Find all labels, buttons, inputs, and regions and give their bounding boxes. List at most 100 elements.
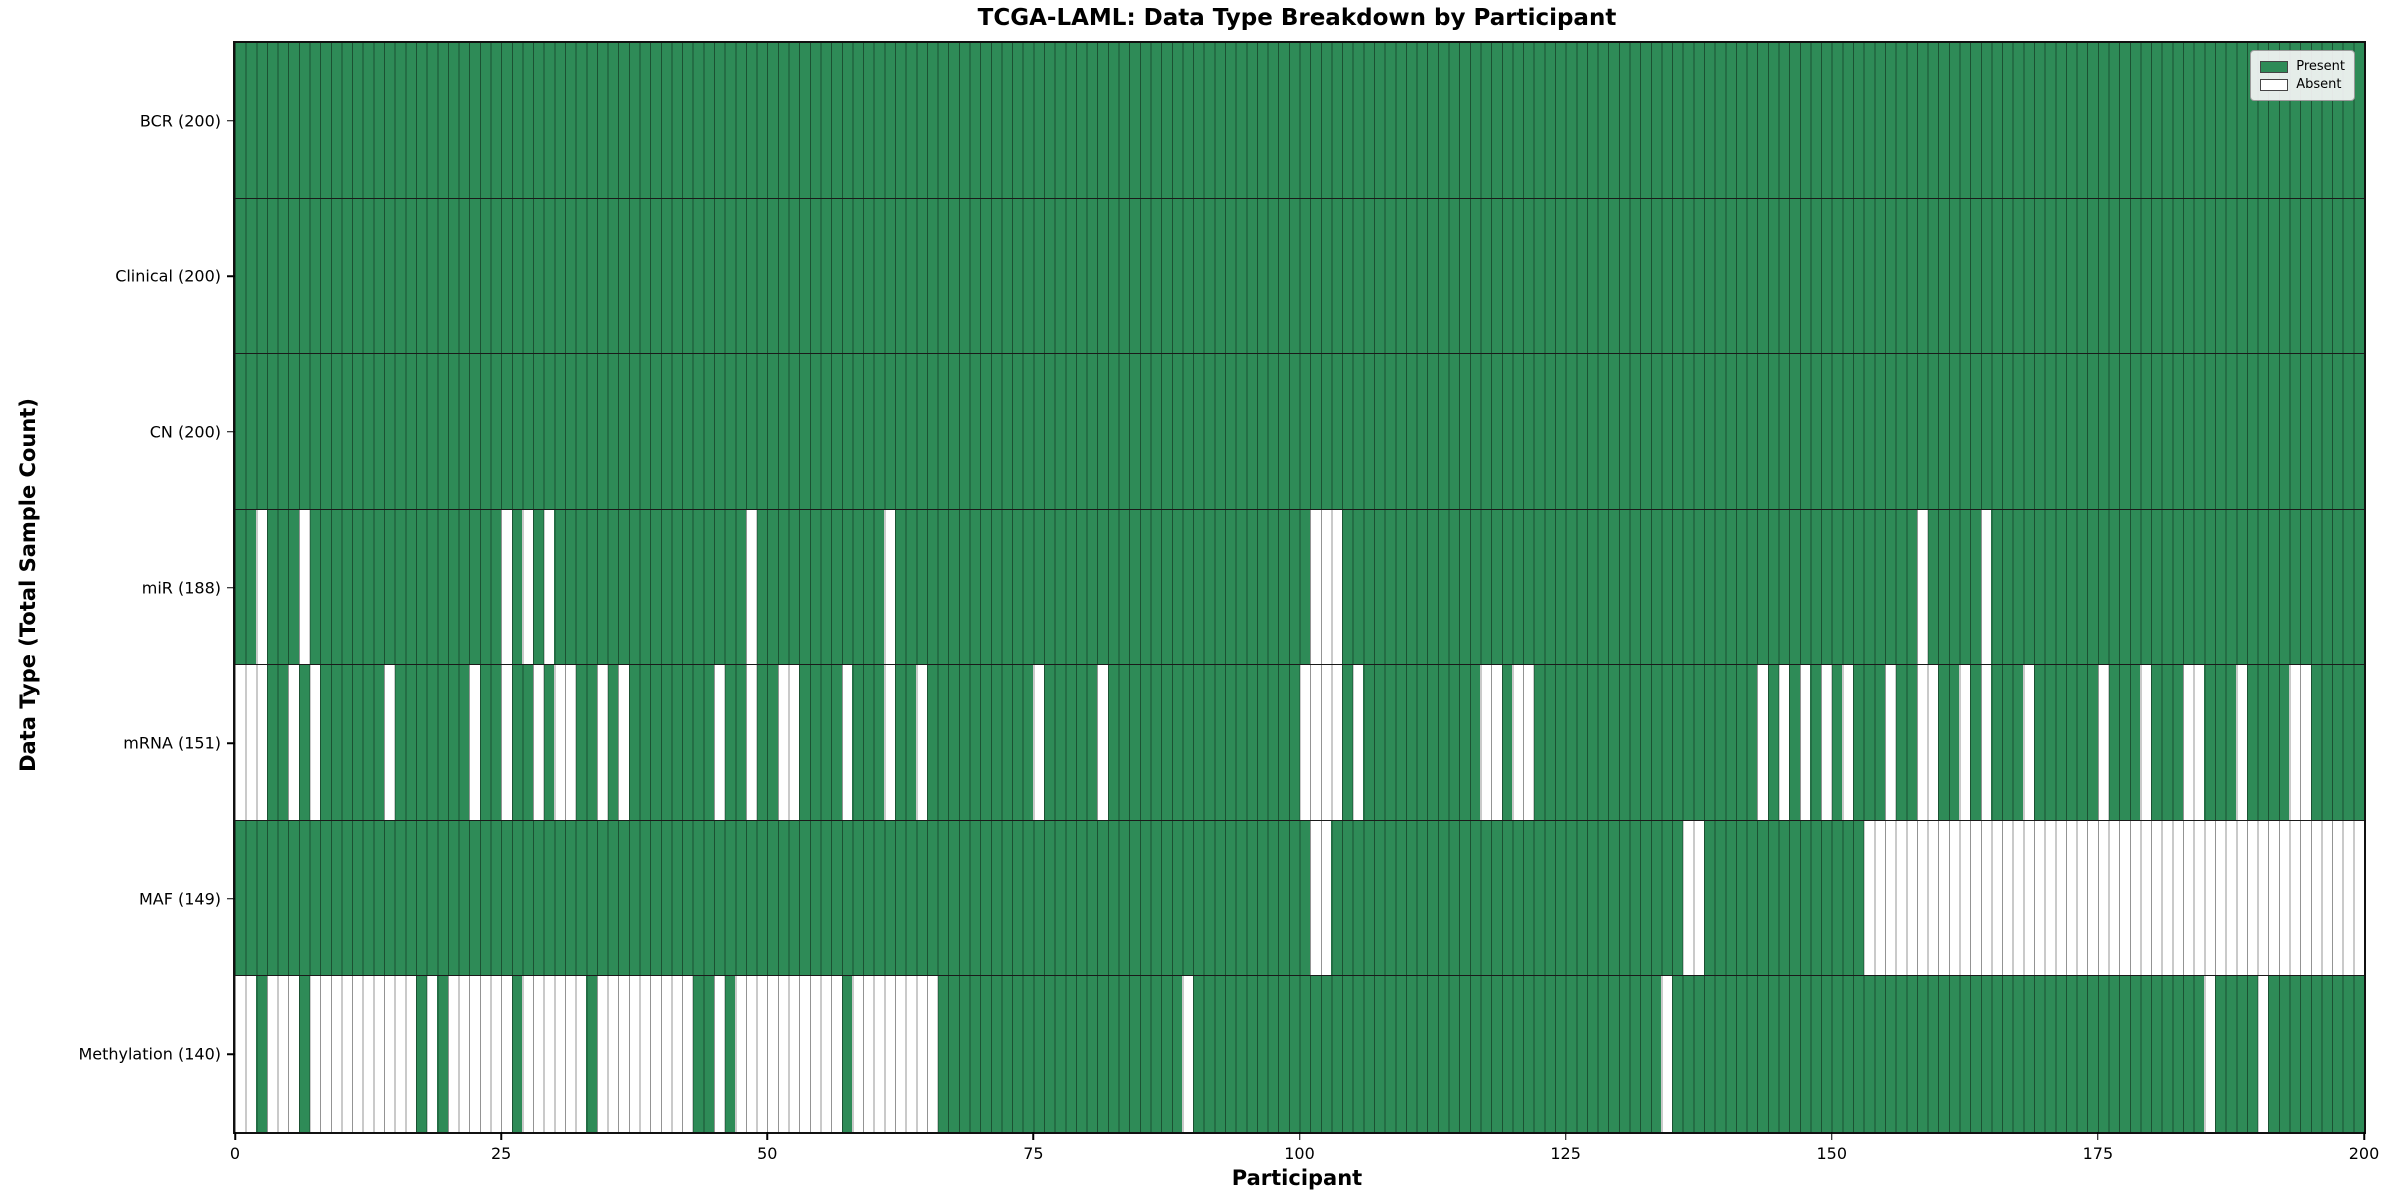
- y-tick-mark: [227, 431, 235, 433]
- absent-run: [596, 976, 693, 1132]
- absent-run: [1916, 509, 1928, 665]
- legend-swatch-present: [2260, 60, 2289, 73]
- legend-label: Absent: [2296, 77, 2342, 92]
- x-tick-label-175: 175: [2082, 1144, 2114, 1163]
- absent-run: [554, 665, 576, 820]
- absent-run: [777, 665, 800, 820]
- absent-run: [288, 665, 299, 820]
- absent-run: [2204, 976, 2215, 1132]
- absent-run: [735, 976, 842, 1132]
- absent-run: [2289, 665, 2311, 820]
- absent-run: [1980, 665, 1992, 820]
- x-tick-label-0: 0: [229, 1144, 241, 1163]
- absent-run: [426, 976, 438, 1132]
- present-band: [235, 976, 2364, 1132]
- absent-run: [852, 976, 938, 1132]
- x-tick-mark: [1564, 1132, 1567, 1140]
- y-tick-mark: [227, 586, 235, 589]
- heatmap-rows: [235, 43, 2364, 1132]
- x-tick-mark: [1298, 1132, 1301, 1140]
- x-tick-label-150: 150: [1816, 1144, 1848, 1163]
- absent-run: [501, 665, 512, 820]
- absent-run: [1799, 665, 1811, 820]
- heatmap-row-CN: [235, 354, 2364, 510]
- legend-item-absent: Absent: [2260, 77, 2345, 92]
- x-tick-mark: [500, 1132, 502, 1140]
- absent-run: [618, 665, 629, 820]
- y-tick-label-miR: miR (188): [141, 578, 221, 597]
- absent-run: [1097, 665, 1108, 820]
- absent-run: [266, 976, 299, 1132]
- legend: Present Absent: [2250, 50, 2355, 101]
- absent-run: [841, 665, 853, 820]
- absent-run: [1842, 665, 1854, 820]
- absent-run: [235, 665, 267, 820]
- absent-run: [1310, 509, 1343, 665]
- absent-run: [1299, 665, 1343, 820]
- absent-run: [916, 665, 927, 820]
- plot-area: BCR (200) Clinical (200) CN (200) miR (188)…: [78, 41, 2379, 1163]
- x-tick-mark: [2097, 1132, 2099, 1140]
- absent-run: [1757, 665, 1768, 820]
- heatmap-row-mRNA: [235, 665, 2364, 821]
- absent-run: [1182, 976, 1194, 1132]
- y-tick-mark: [227, 1053, 235, 1055]
- heatmap-row-MAF: [235, 820, 2364, 977]
- absent-run: [1959, 665, 1971, 820]
- absent-run: [1512, 665, 1534, 820]
- absent-run: [884, 509, 895, 665]
- absent-run: [745, 509, 757, 665]
- heatmap-row-Clinical: [235, 198, 2364, 355]
- heatmap-row-BCR: [235, 43, 2364, 199]
- x-axis-label: Participant: [1231, 1166, 1363, 1190]
- absent-run: [884, 665, 895, 820]
- absent-run: [745, 665, 757, 820]
- y-tick-label-MAF: MAF (149): [138, 889, 221, 909]
- heatmap-row-miR: [235, 509, 2364, 666]
- y-tick-label-Clinical: Clinical (200): [115, 266, 221, 286]
- x-tick-label-25: 25: [490, 1144, 512, 1163]
- absent-run: [2097, 665, 2109, 820]
- absent-run: [309, 665, 321, 820]
- x-tick-label-200: 200: [2348, 1144, 2380, 1163]
- y-tick-mark: [227, 120, 235, 122]
- absent-run: [522, 509, 534, 665]
- chart-title: TCGA-LAML: Data Type Breakdown by Partic…: [977, 5, 1617, 31]
- absent-run: [1778, 665, 1790, 820]
- absent-run: [1661, 976, 1673, 1132]
- absent-run: [596, 665, 608, 820]
- legend-label: Present: [2296, 59, 2345, 74]
- y-tick-mark: [227, 275, 235, 278]
- x-tick-label-100: 100: [1284, 1144, 1315, 1163]
- absent-run: [256, 509, 267, 665]
- present-band: [235, 198, 2364, 354]
- absent-run: [1480, 665, 1502, 820]
- absent-run: [1863, 820, 2364, 976]
- legend-swatch-absent: [2260, 78, 2289, 91]
- absent-run: [501, 509, 512, 665]
- absent-run: [235, 976, 257, 1132]
- absent-run: [2257, 976, 2269, 1132]
- absent-run: [1033, 665, 1045, 820]
- absent-run: [384, 665, 395, 820]
- absent-run: [298, 509, 310, 665]
- legend-item-present: Present: [2260, 59, 2345, 74]
- absent-run: [2140, 665, 2152, 820]
- y-tick-label-mRNA: mRNA (151): [123, 733, 221, 753]
- present-band: [235, 509, 2364, 665]
- x-tick-label-75: 75: [1023, 1144, 1044, 1163]
- absent-run: [533, 665, 544, 820]
- absent-run: [1916, 665, 1939, 820]
- absent-run: [1980, 509, 1992, 665]
- absent-run: [2183, 665, 2205, 820]
- absent-run: [2236, 665, 2247, 820]
- absent-run: [714, 976, 725, 1132]
- absent-run: [1352, 665, 1364, 820]
- absent-run: [1310, 820, 1332, 976]
- absent-run: [522, 976, 587, 1132]
- present-band: [235, 354, 2364, 509]
- y-tick-label-BCR: BCR (200): [139, 111, 221, 131]
- x-tick-mark: [234, 1132, 236, 1140]
- y-tick-mark: [227, 742, 235, 744]
